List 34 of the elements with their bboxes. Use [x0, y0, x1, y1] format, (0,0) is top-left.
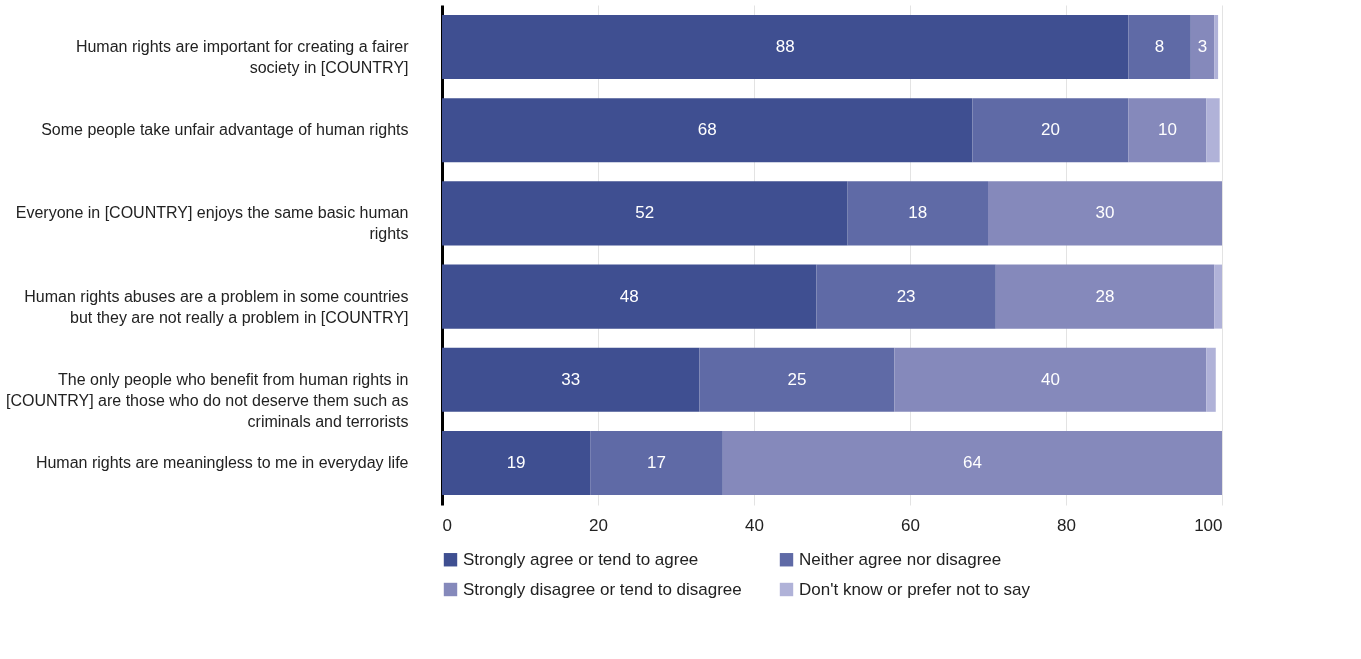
data-label: 30 — [1095, 203, 1115, 223]
data-label: 19 — [506, 452, 526, 472]
data-label: 88 — [775, 37, 795, 57]
data-label: 33 — [561, 369, 581, 389]
x-tick-label: 100 — [1194, 515, 1223, 535]
data-label: 10 — [1157, 120, 1177, 140]
y-tick-label: Human rights are important for creating a fairer society in [COUNTRY] — [75, 38, 410, 77]
legend-label: Neither agree nor disagree — [799, 549, 1002, 569]
y-tick-label: The only people who benefit from human rights in [COUNTRY] are those who do not deserve them such as criminals and terrorists — [5, 370, 409, 430]
y-tick-label: Some people take unfair advantage of human rights — [41, 121, 409, 139]
data-label: 20 — [1040, 120, 1060, 140]
y-tick-label: Everyone in [COUNTRY] enjoys the same basic human rights — [15, 204, 409, 243]
data-label: 3 — [1197, 37, 1208, 57]
data-label: 48 — [619, 286, 639, 306]
x-tick-label: 60 — [901, 515, 920, 535]
legend-label: Strongly disagree or tend to disagree — [463, 579, 742, 599]
legend-label: Strongly agree or tend to agree — [463, 549, 699, 569]
y-tick-label: Human rights abuses are a problem in some countries but they are not really a problem in [COUNTRY] — [24, 287, 409, 326]
data-label: 18 — [908, 203, 928, 223]
y-tick-label: Human rights are meaningless to me in everyday life — [35, 453, 409, 471]
data-label: 25 — [787, 369, 807, 389]
data-label: 40 — [1040, 369, 1060, 389]
data-label: 23 — [896, 286, 916, 306]
data-label: 52 — [635, 203, 655, 223]
legend-label: Don't know or prefer not to say — [799, 579, 1031, 599]
data-label: 17 — [647, 452, 666, 472]
x-tick-label: 40 — [745, 515, 764, 535]
data-label: 28 — [1095, 286, 1115, 306]
x-tick-label: 20 — [589, 515, 608, 535]
data-label: 8 — [1154, 37, 1165, 57]
x-tick-label: 0 — [442, 515, 452, 535]
data-label: 64 — [962, 452, 982, 472]
x-tick-label: 80 — [1057, 515, 1076, 535]
data-label: 68 — [697, 120, 717, 140]
